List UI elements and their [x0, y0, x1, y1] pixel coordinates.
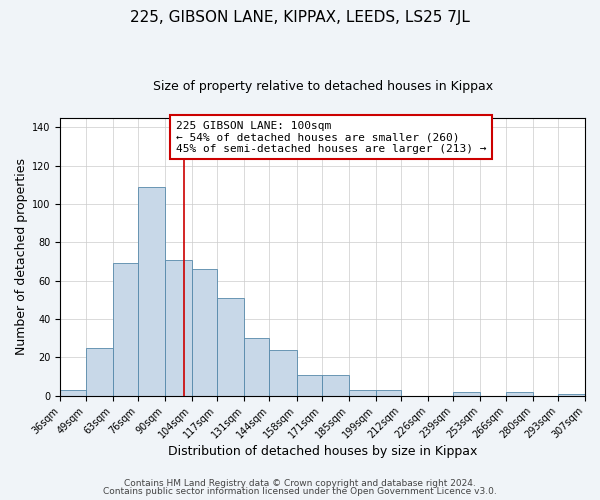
Bar: [376, 390, 401, 396]
Text: 225, GIBSON LANE, KIPPAX, LEEDS, LS25 7JL: 225, GIBSON LANE, KIPPAX, LEEDS, LS25 7J…: [130, 10, 470, 25]
Bar: [454, 392, 481, 396]
Bar: [244, 338, 269, 396]
Bar: [61, 390, 86, 396]
Bar: [165, 260, 192, 396]
Bar: [296, 374, 322, 396]
Bar: [192, 269, 217, 396]
Text: Contains public sector information licensed under the Open Government Licence v3: Contains public sector information licen…: [103, 487, 497, 496]
Bar: [322, 374, 349, 396]
Bar: [138, 187, 165, 396]
Bar: [506, 392, 533, 396]
Bar: [269, 350, 296, 396]
Text: 225 GIBSON LANE: 100sqm
← 54% of detached houses are smaller (260)
45% of semi-d: 225 GIBSON LANE: 100sqm ← 54% of detache…: [176, 120, 487, 154]
Text: Contains HM Land Registry data © Crown copyright and database right 2024.: Contains HM Land Registry data © Crown c…: [124, 478, 476, 488]
Bar: [349, 390, 376, 396]
X-axis label: Distribution of detached houses by size in Kippax: Distribution of detached houses by size …: [168, 444, 478, 458]
Y-axis label: Number of detached properties: Number of detached properties: [15, 158, 28, 355]
Bar: [86, 348, 113, 396]
Title: Size of property relative to detached houses in Kippax: Size of property relative to detached ho…: [152, 80, 493, 93]
Bar: [558, 394, 585, 396]
Bar: [113, 264, 138, 396]
Bar: [217, 298, 244, 396]
